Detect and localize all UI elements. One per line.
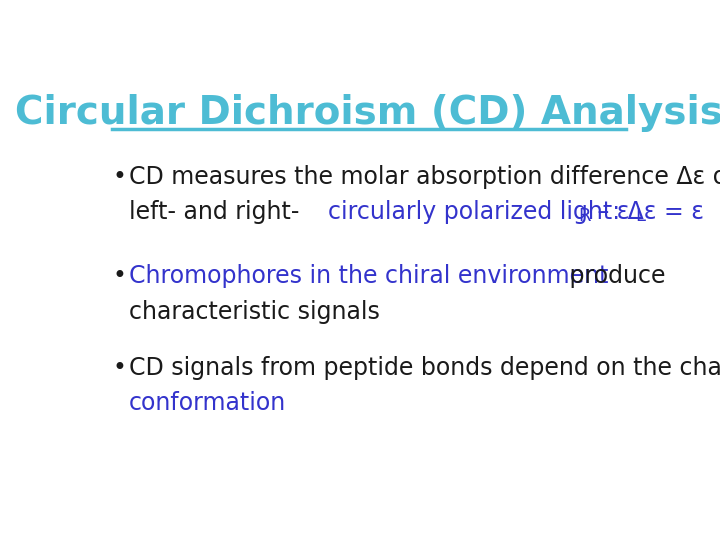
Text: Chromophores in the chiral environment: Chromophores in the chiral environment	[129, 265, 608, 288]
Text: •: •	[112, 165, 126, 188]
Text: L: L	[636, 207, 646, 225]
Text: CD measures the molar absorption difference Δε of: CD measures the molar absorption differe…	[129, 165, 720, 188]
Text: produce: produce	[562, 265, 665, 288]
Text: conformation: conformation	[129, 391, 287, 415]
Text: circularly polarized light: Δε = ε: circularly polarized light: Δε = ε	[328, 200, 704, 224]
Text: characteristic signals: characteristic signals	[129, 300, 380, 323]
Text: •: •	[112, 265, 126, 288]
Text: left- and right-: left- and right-	[129, 200, 307, 224]
Text: •: •	[112, 356, 126, 380]
Text: CD signals from peptide bonds depend on the chain: CD signals from peptide bonds depend on …	[129, 356, 720, 380]
Text: R: R	[578, 207, 590, 225]
Text: – ε: – ε	[590, 200, 630, 224]
Text: Circular Dichroism (CD) Analysis: Circular Dichroism (CD) Analysis	[15, 94, 720, 132]
